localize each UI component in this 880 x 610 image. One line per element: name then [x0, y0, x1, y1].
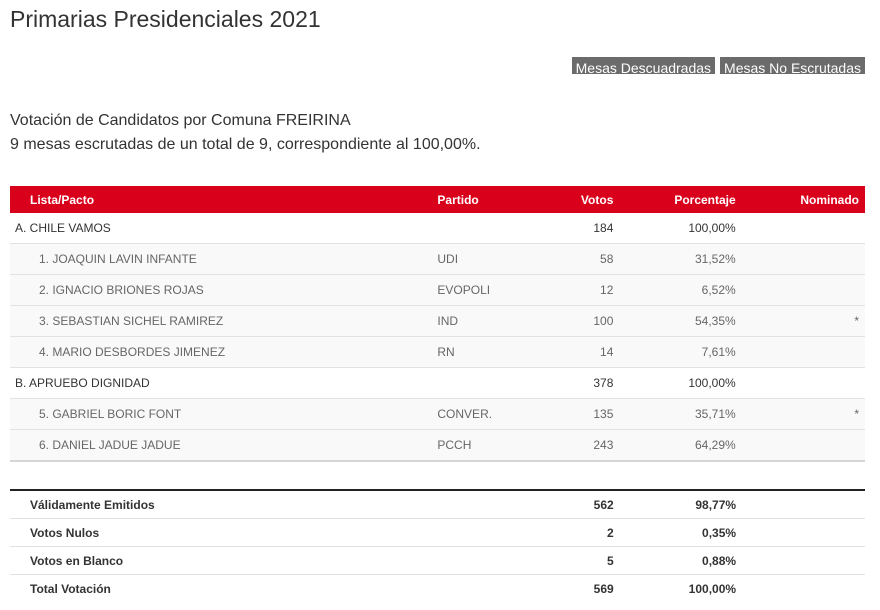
table-row: A. CHILE VAMOS 184 100,00% — [10, 213, 865, 244]
totals-spacer — [736, 490, 865, 519]
mesas-no-escrutadas-button[interactable]: Mesas No Escrutadas — [720, 57, 865, 76]
cell-porcentaje: 31,52% — [613, 243, 736, 275]
cell-nominado — [735, 274, 865, 306]
header-nominado: Nominado — [735, 186, 865, 213]
subtitle-commune: Votación de Candidatos por Comuna FREIRI… — [10, 112, 351, 129]
cell-lista: 4. MARIO DESBORDES JIMENEZ — [10, 336, 438, 368]
cell-nominado: * — [735, 305, 865, 337]
cell-lista: 2. IGNACIO BRIONES ROJAS — [10, 274, 438, 306]
totals-votos: 5 — [546, 546, 614, 575]
cell-partido: EVOPOLI — [437, 274, 546, 306]
totals-row: Votos Nulos 2 0,35% — [10, 518, 865, 547]
totals-label: Válidamente Emitidos — [10, 490, 547, 519]
results-table: Lista/Pacto Partido Votos Porcentaje Nom… — [10, 186, 865, 462]
totals-votos: 569 — [593, 581, 614, 596]
cell-partido — [437, 213, 546, 244]
totals-votos: 2 — [546, 518, 614, 547]
cell-lista: 1. JOAQUIN LAVIN INFANTE — [10, 243, 438, 275]
header-lista: Lista/Pacto — [10, 186, 438, 213]
table-row: 6. DANIEL JADUE JADUE PCCH 243 64,29% — [10, 429, 865, 462]
cell-partido — [437, 367, 546, 399]
totals-porcentaje: 98,77% — [613, 490, 737, 519]
cell-lista: 6. DANIEL JADUE JADUE — [10, 429, 438, 462]
cell-lista: 5. GABRIEL BORIC FONT — [10, 398, 438, 430]
cell-partido: UDI — [437, 243, 546, 275]
cell-votos: 135 — [545, 398, 614, 430]
cell-votos: 12 — [545, 274, 614, 306]
table-row: 3. SEBASTIAN SICHEL RAMIREZ IND 100 54,3… — [10, 305, 865, 337]
cell-porcentaje: 64,29% — [613, 429, 736, 462]
cell-votos: 378 — [545, 367, 614, 399]
header-porcentaje: Porcentaje — [613, 186, 736, 213]
header-partido: Partido — [437, 186, 546, 213]
cell-lista: 3. SEBASTIAN SICHEL RAMIREZ — [10, 305, 438, 337]
cell-nominado — [735, 213, 865, 244]
cell-porcentaje: 100,00% — [613, 367, 736, 399]
results-header-row: Lista/Pacto Partido Votos Porcentaje Nom… — [10, 186, 865, 213]
cell-lista: B. APRUEBO DIGNIDAD — [10, 367, 438, 399]
totals-porcentaje: 100,00% — [688, 581, 737, 596]
table-row: 2. IGNACIO BRIONES ROJAS EVOPOLI 12 6,52… — [10, 274, 865, 306]
action-buttons: Mesas Descuadradas Mesas No Escrutadas — [571, 57, 865, 76]
results-subtitle: Votación de Candidatos por Comuna FREIRI… — [10, 109, 481, 157]
cell-votos: 14 — [545, 336, 614, 368]
page-title: Primarias Presidenciales 2021 — [10, 6, 321, 32]
cell-lista: A. CHILE VAMOS — [10, 213, 438, 244]
cell-partido: CONVER. — [437, 398, 546, 430]
cell-partido: RN — [437, 336, 546, 368]
cell-nominado: * — [735, 398, 865, 430]
table-row: 4. MARIO DESBORDES JIMENEZ RN 14 7,61% — [10, 336, 865, 368]
totals-spacer — [736, 518, 865, 547]
totals-votos: 562 — [546, 490, 614, 519]
cell-votos: 58 — [545, 243, 614, 275]
cell-votos: 100 — [545, 305, 614, 337]
table-row: 1. JOAQUIN LAVIN INFANTE UDI 58 31,52% — [10, 243, 865, 275]
table-row: B. APRUEBO DIGNIDAD 378 100,00% — [10, 367, 865, 399]
totals-porcentaje: 0,35% — [613, 518, 737, 547]
subtitle-progress: 9 mesas escrutadas de un total de 9, cor… — [10, 136, 481, 153]
cell-nominado — [735, 336, 865, 368]
totals-label: Votos Nulos — [10, 518, 547, 547]
cell-porcentaje: 54,35% — [613, 305, 736, 337]
mesas-descuadradas-button[interactable]: Mesas Descuadradas — [571, 57, 716, 76]
totals-row: Válidamente Emitidos 562 98,77% — [10, 490, 865, 519]
totals-table: Válidamente Emitidos 562 98,77% Votos Nu… — [10, 489, 865, 602]
totals-spacer — [736, 575, 865, 603]
cell-nominado — [735, 367, 865, 399]
table-row: 5. GABRIEL BORIC FONT CONVER. 135 35,71%… — [10, 398, 865, 430]
cell-porcentaje: 100,00% — [613, 213, 736, 244]
totals-row: Votos en Blanco 5 0,88% — [10, 546, 865, 575]
cell-partido: PCCH — [437, 429, 546, 462]
header-votos: Votos — [545, 186, 614, 213]
cell-porcentaje: 6,52% — [613, 274, 736, 306]
totals-row: Total Votación 569 100,00% — [10, 575, 865, 603]
cell-porcentaje: 35,71% — [613, 398, 736, 430]
totals-spacer — [736, 546, 865, 575]
totals-label: Total Votación — [30, 581, 111, 596]
cell-porcentaje: 7,61% — [613, 336, 736, 368]
cell-votos: 184 — [545, 213, 614, 244]
cell-nominado — [735, 429, 865, 462]
cell-votos: 243 — [545, 429, 614, 462]
cell-nominado — [735, 243, 865, 275]
totals-label: Votos en Blanco — [10, 546, 547, 575]
cell-partido: IND — [437, 305, 546, 337]
totals-porcentaje: 0,88% — [613, 546, 737, 575]
